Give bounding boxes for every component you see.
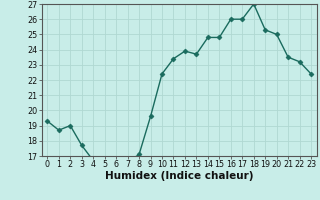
X-axis label: Humidex (Indice chaleur): Humidex (Indice chaleur) — [105, 171, 253, 181]
